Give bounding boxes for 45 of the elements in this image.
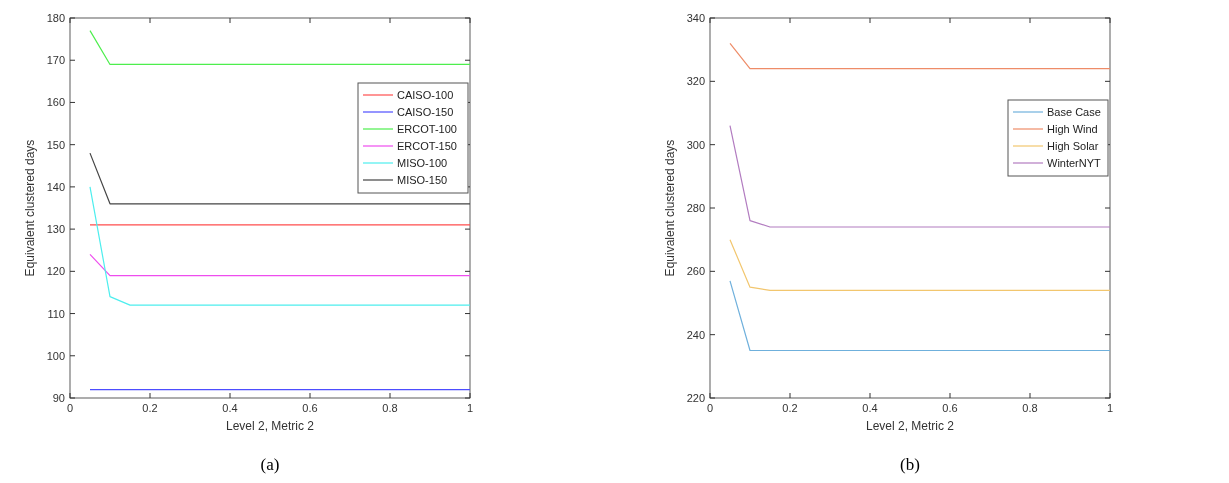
x-axis-title: Level 2, Metric 2 [225,419,315,433]
legend-label: CAISO-150 [397,106,454,118]
legend-label: High Wind [1047,123,1098,135]
x-tick-label: 0 [66,402,74,414]
x-tick-label: 0.4 [222,402,238,414]
y-tick-label: 320 [686,75,705,88]
x-tick-label: 0 [706,402,714,414]
y-tick-label: 140 [46,180,65,193]
y-tick-label: 150 [46,138,65,151]
y-tick-label: 280 [686,202,705,214]
y-tick-label: 130 [46,223,65,236]
legend-label: CAISO-100 [397,89,454,101]
y-tick-label: 340 [686,12,705,24]
text: (a) [260,455,280,474]
legend-label: MISO-150 [397,174,448,186]
y-tick-label: 220 [686,392,705,404]
x-tick-label: 0.4 [862,402,878,414]
y-tick-label: 240 [686,328,705,341]
x-tick-label: 1 [466,402,474,414]
legend-label: Base Case [1047,106,1101,118]
legend-label: WinterNYT [1047,157,1102,169]
x-axis-title: Level 2, Metric 2 [865,419,955,433]
legend-label: MISO-100 [397,157,448,169]
legend-label: ERCOT-150 [397,140,457,152]
x-tick-label: 0.2 [782,402,798,414]
x-tick-label: 0.8 [1022,402,1038,414]
y-tick-label: 90 [52,392,65,404]
y-axis-title: Equivalent clustered days [663,139,677,277]
y-axis-title: Equivalent clustered days [23,139,37,277]
x-tick-label: 1 [1106,402,1114,414]
y-tick-label: 170 [46,54,65,67]
text: (b) [900,455,920,474]
legend-label: ERCOT-100 [397,123,457,135]
x-tick-label: 0.6 [942,402,958,414]
y-tick-label: 120 [46,265,65,278]
x-tick-label: 0.2 [142,402,158,414]
y-tick-label: 110 [47,307,65,320]
y-tick-label: 180 [46,12,65,24]
x-tick-label: 0.8 [382,402,398,414]
x-tick-label: 0.6 [302,402,318,414]
legend-label: High Solar [1047,140,1099,152]
y-tick-label: 100 [46,349,65,362]
y-tick-label: 260 [686,265,705,278]
y-tick-label: 160 [46,96,65,109]
y-tick-label: 300 [686,138,705,151]
